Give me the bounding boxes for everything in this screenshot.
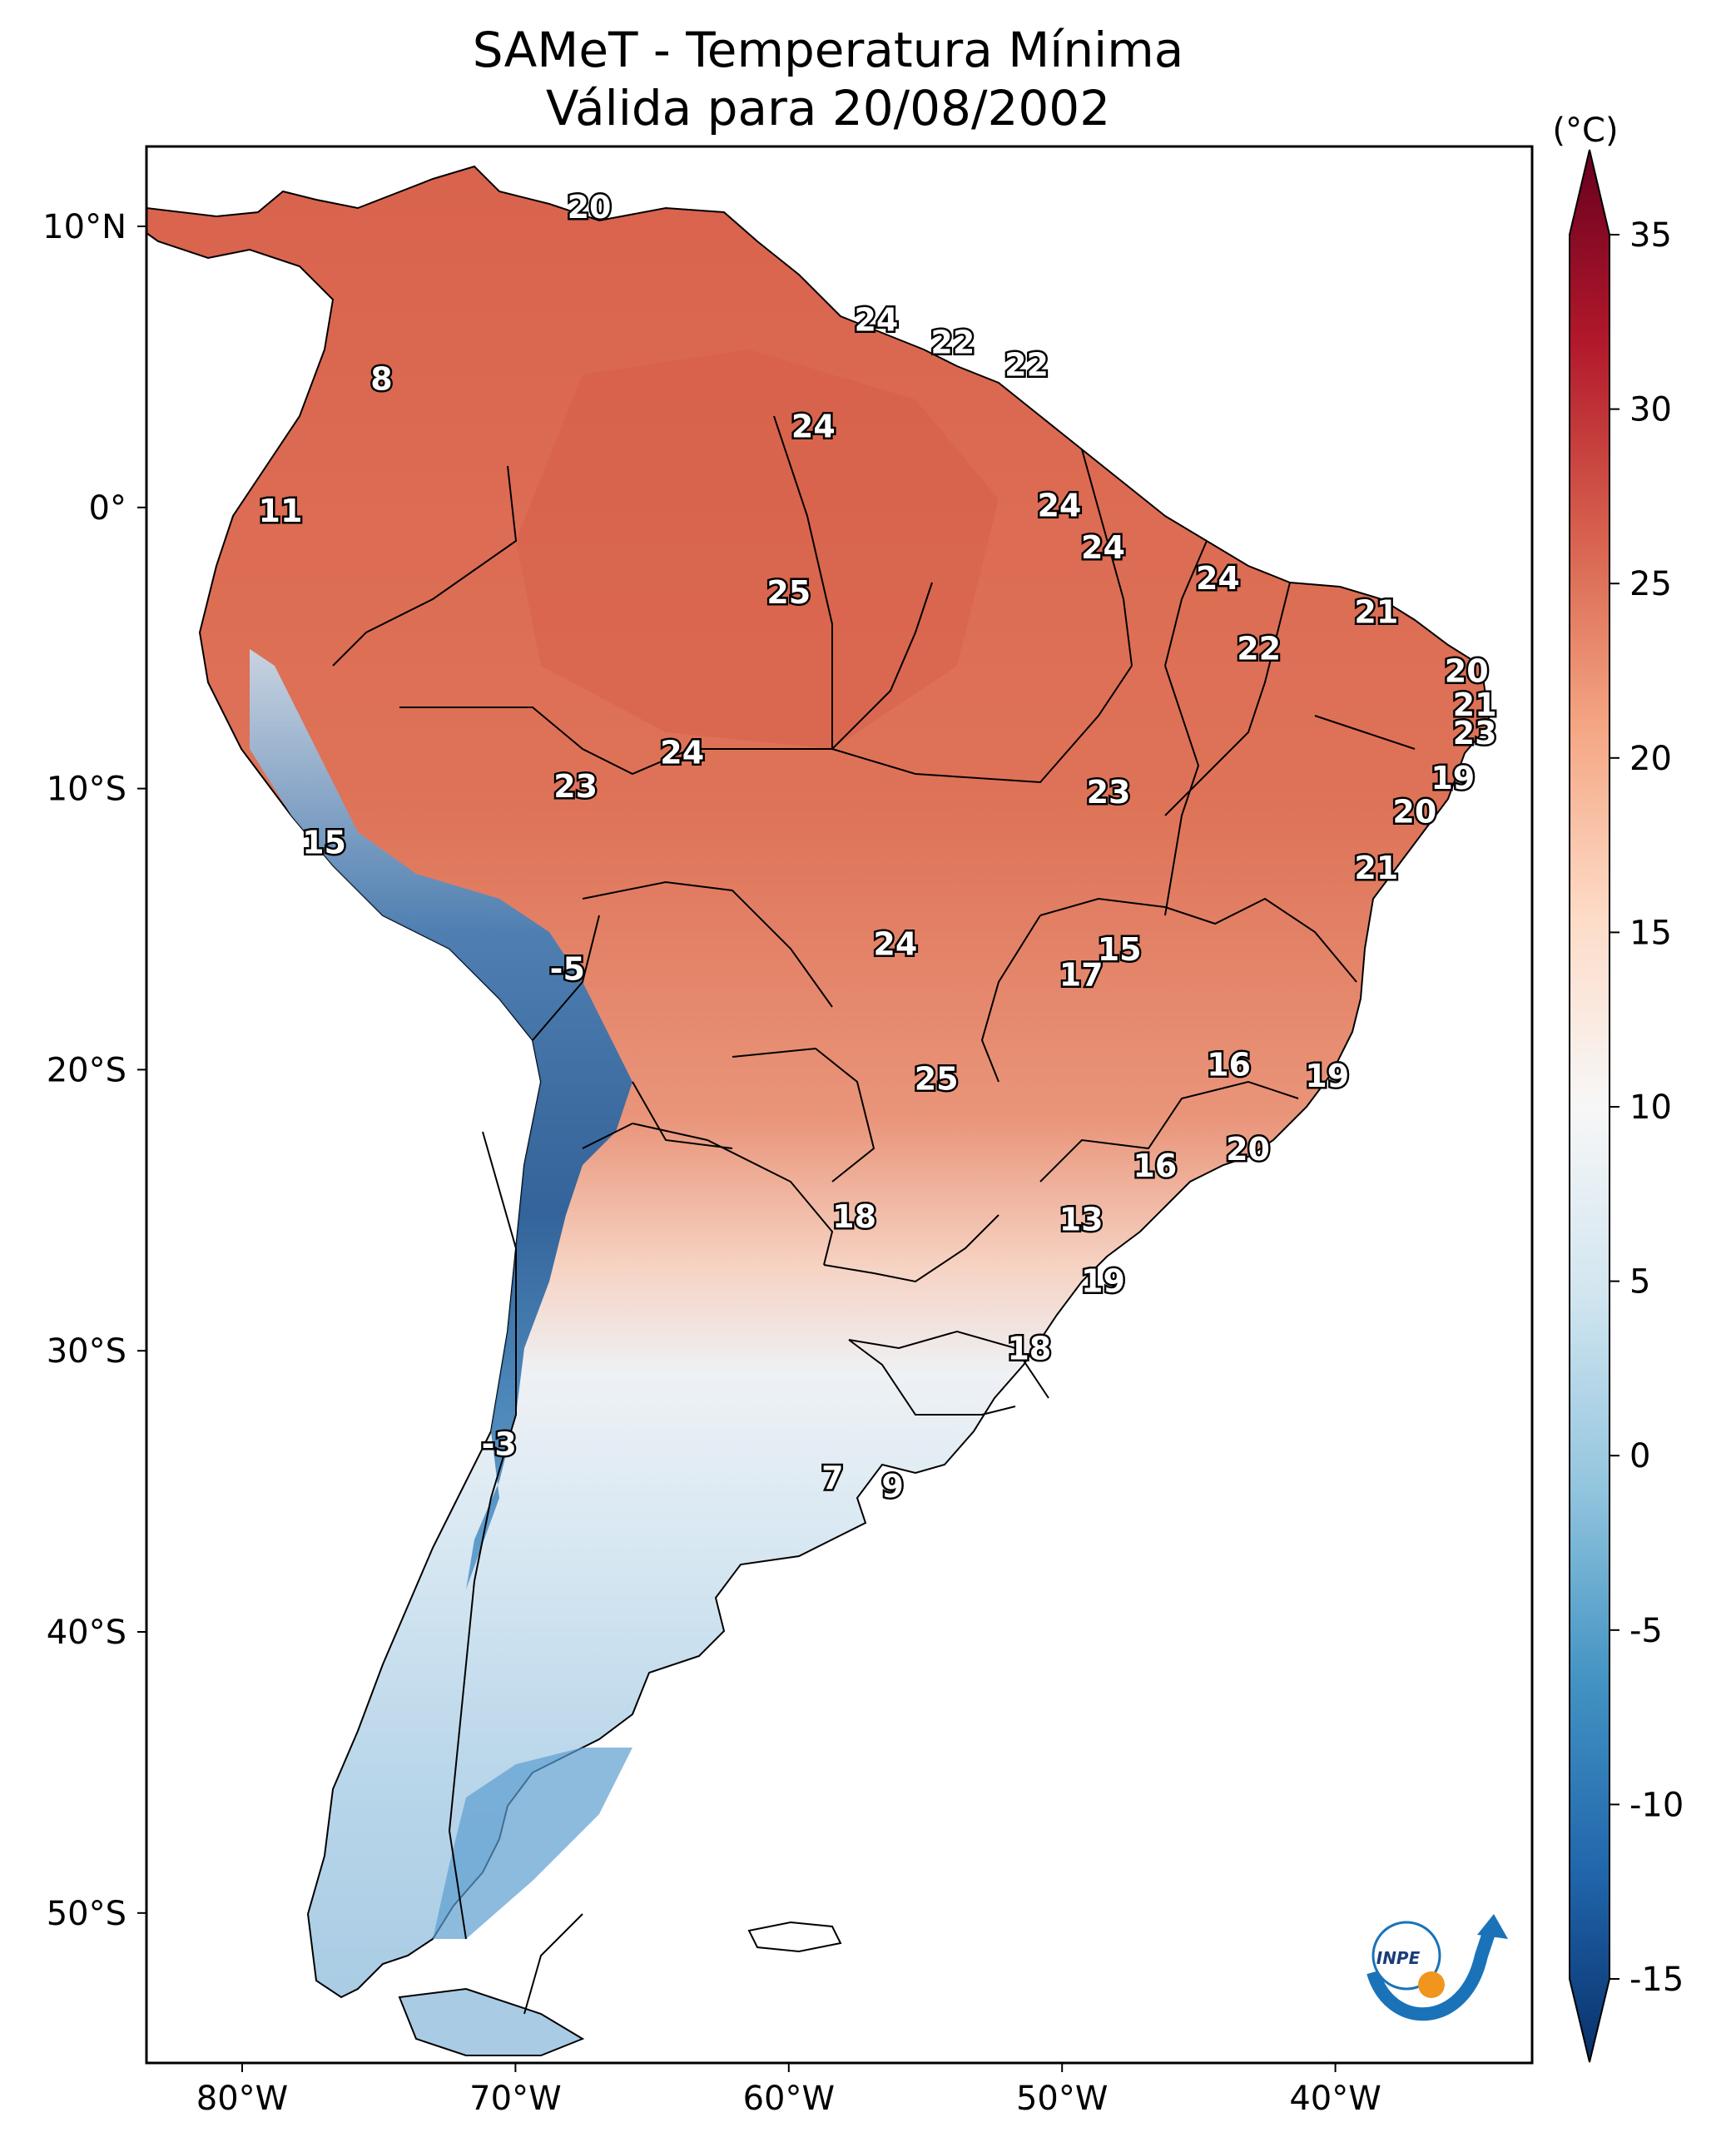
station-label: 19 [1081,1263,1125,1300]
station-label: 25 [915,1060,959,1097]
colorbar-tick-label: 35 [1629,216,1672,255]
station-label: 19 [1431,760,1475,796]
station-label: 22 [930,324,975,360]
station-label: 16 [1207,1047,1251,1083]
amazon-warm-region [516,350,999,749]
station-label: 15 [302,825,346,861]
inpe-logo-sun [1418,1971,1445,1998]
lat-tick-label: 10°N [42,208,126,246]
station-label: 20 [568,189,612,226]
lat-tick-label: 40°S [47,1614,126,1652]
station-label: 17 [1059,956,1104,993]
station-label: 24 [854,301,898,338]
colorbar-tick-label: -5 [1629,1612,1663,1650]
station-label: 19 [1305,1058,1349,1094]
station-label: 23 [1087,774,1131,811]
station-label: 21 [1354,594,1398,631]
inpe-logo-swoosh [1366,1928,1496,2021]
station-label: 7 [821,1460,843,1496]
lon-tick-label: 80°W [196,2080,288,2118]
tierra-del-fuego [398,1987,585,2056]
station-label: 21 [1453,687,1497,723]
colorbar-ticks: 35 30 25 20 15 10 5 0 -5 -10 -15 [1610,216,1684,1999]
station-label: 24 [873,925,917,962]
colorbar-tick-label: 20 [1629,740,1672,778]
inpe-logo-text: INPE [1376,1948,1421,1968]
station-label: 15 [1098,931,1142,968]
station-label: 24 [1037,487,1081,523]
colorbar-tick-label: 15 [1629,914,1672,952]
station-label: 24 [660,735,704,771]
lon-tick-label: 50°W [1016,2080,1108,2118]
map-title: SAMeT - Temperatura Mínima [472,22,1184,78]
station-label: 23 [1453,715,1497,751]
lat-tick-label: 50°S [47,1895,126,1933]
station-label: 24 [791,409,836,445]
station-label: 22 [1004,346,1049,383]
station-label: 24 [1081,529,1125,566]
colorbar-tick-label: 10 [1629,1088,1672,1127]
inpe-logo-arrow [1477,1914,1508,1939]
station-label: 20 [1226,1131,1270,1168]
station-label: 11 [259,493,303,529]
country-borders [332,415,1416,2015]
lat-tick-label: 10°S [47,771,126,809]
station-label: 8 [370,360,392,397]
lon-tick-label: 40°W [1289,2080,1381,2118]
station-label: 13 [1059,1201,1104,1237]
station-label: 24 [1196,560,1240,597]
station-label: -3 [482,1426,517,1463]
station-label: 9 [881,1468,903,1505]
lat-tick-label: 0° [89,489,126,528]
patagonia-cold-region [433,1748,632,1939]
colorbar-tick-label: -10 [1629,1786,1684,1824]
map-frame [145,145,1534,2065]
station-label: 16 [1133,1148,1177,1184]
lon-tick-label: 60°W [743,2080,835,2118]
axes: 80°W 70°W 60°W 50°W 40°W 10°N 0° 10°S 20°S 30°S 40… [42,208,1381,2118]
inpe-logo-circle [1371,1921,1441,1991]
colorbar: (°C) 35 30 25 20 15 10 5 0 -5 -10 -15 [1552,112,1684,2063]
station-label: 18 [1007,1331,1051,1367]
station-label: 20 [1392,794,1436,831]
lat-tick-label: 20°S [47,1051,126,1089]
falkland-islands [747,1921,842,1953]
station-label: 22 [1237,631,1281,667]
colorbar-unit: (°C) [1552,112,1618,150]
station-label: -5 [550,951,585,988]
colorbar-tick-label: 5 [1629,1263,1650,1302]
station-label: 25 [766,574,811,611]
station-label: 20 [1445,653,1489,690]
station-label: 23 [553,768,598,805]
lat-tick-label: 30°S [47,1332,126,1371]
colorbar-body [1569,149,1610,2063]
colorbar-tick-label: 25 [1629,565,1672,603]
colorbar-tick-label: 30 [1629,391,1672,429]
lon-tick-label: 70°W [469,2080,561,2118]
map-subtitle: Válida para 20/08/2002 [545,80,1111,136]
station-label: 18 [832,1198,876,1235]
andes-cold-band [250,649,632,1589]
colorbar-tick-label: 0 [1629,1437,1650,1475]
colorbar-tick-label: -15 [1629,1961,1684,1999]
station-label: 21 [1354,850,1398,886]
